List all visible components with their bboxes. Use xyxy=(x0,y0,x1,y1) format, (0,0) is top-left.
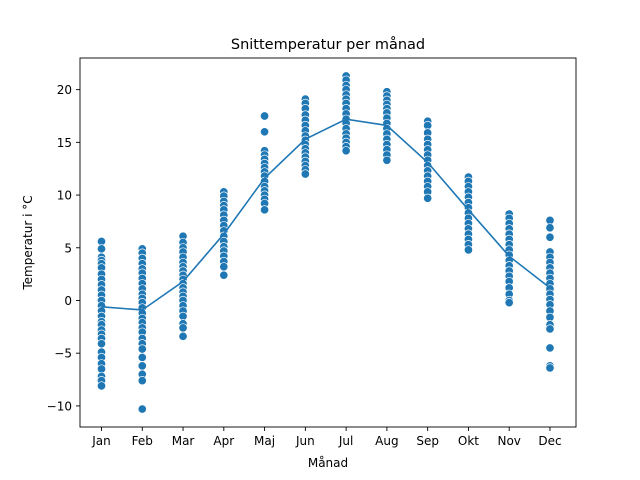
chart-title: Snittemperatur per månad xyxy=(231,36,425,53)
y-axis-ticks: −10 −5 0 5 10 15 20 xyxy=(47,83,80,413)
data-point xyxy=(545,223,555,233)
data-point xyxy=(137,404,147,414)
x-tick-label: Sep xyxy=(416,434,439,448)
x-axis-ticks: Jan Feb Mar Apr Maj Jun Jul Aug Sep Okt Nov Dec xyxy=(91,427,562,448)
data-point xyxy=(423,193,433,203)
data-point xyxy=(260,111,270,121)
data-point xyxy=(219,262,229,272)
data-point xyxy=(382,155,392,165)
x-tick-label: Feb xyxy=(132,434,153,448)
plot-area xyxy=(80,58,576,427)
x-tick-label: Nov xyxy=(497,434,520,448)
x-tick-label: Jun xyxy=(295,434,315,448)
x-tick-label: Aug xyxy=(375,434,398,448)
x-axis-label: Månad xyxy=(308,456,348,470)
data-point xyxy=(545,324,555,334)
x-tick-label: Dec xyxy=(538,434,561,448)
y-tick-label: −10 xyxy=(47,399,72,413)
data-point xyxy=(137,376,147,386)
x-tick-label: Mar xyxy=(172,434,195,448)
x-tick-label: Okt xyxy=(458,434,479,448)
x-tick-label: Jul xyxy=(338,434,353,448)
data-point xyxy=(463,245,473,255)
y-tick-label: 15 xyxy=(57,136,72,150)
data-point xyxy=(96,244,107,254)
data-point xyxy=(300,169,310,179)
y-tick-label: 5 xyxy=(64,241,72,255)
data-point xyxy=(545,232,555,242)
data-point xyxy=(137,361,147,371)
data-point xyxy=(219,270,229,280)
y-tick-label: 10 xyxy=(57,189,72,203)
data-point xyxy=(260,127,270,137)
x-tick-label: Jan xyxy=(91,434,111,448)
data-point xyxy=(137,352,147,362)
data-point xyxy=(137,344,147,354)
x-tick-label: Apr xyxy=(213,434,234,448)
mean-temperature-line xyxy=(101,118,551,311)
y-axis-label: Temperatur i °C xyxy=(21,195,35,290)
data-point xyxy=(545,343,555,353)
x-tick-label: Maj xyxy=(254,434,275,448)
data-point xyxy=(96,381,107,391)
data-point xyxy=(96,339,107,349)
data-point xyxy=(341,146,351,156)
data-point xyxy=(178,331,188,341)
data-point xyxy=(545,363,555,373)
data-point xyxy=(260,205,270,215)
y-tick-label: −5 xyxy=(54,347,72,361)
y-tick-label: 20 xyxy=(57,83,72,97)
data-point xyxy=(504,298,514,308)
y-tick-label: 0 xyxy=(64,294,72,308)
data-point xyxy=(178,323,188,333)
plot-frame xyxy=(79,57,577,428)
